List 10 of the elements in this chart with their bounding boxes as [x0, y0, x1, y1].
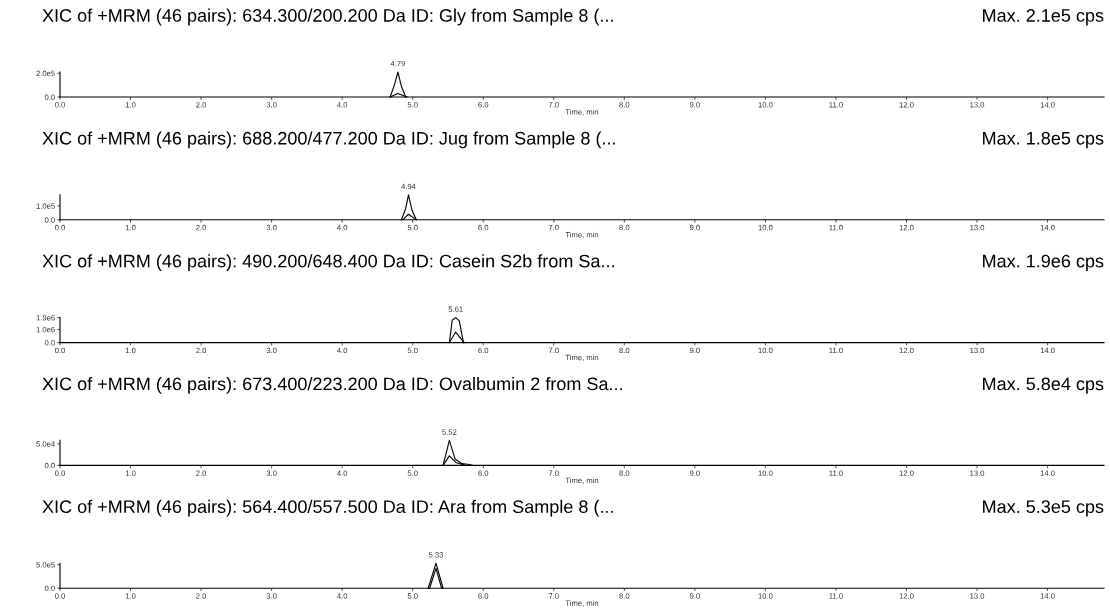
chart-subtitle: Max. 1.9e6 cps — [983, 254, 1104, 272]
chart-subtitle: Max. 5.3e5 cps — [983, 500, 1104, 517]
chart-title: XIC of +MRM (46 pairs): 634.300/200.200 Da ID: Gly from Sample 8 (... — [42, 8, 613, 26]
chart-subtitle: Max. 2.1e5 cps — [983, 9, 1104, 26]
chart-title: XIC of +MRM (46 pairs): 673.400/223.200 Da ID: Ovalbumin 2 from Sa... — [42, 376, 622, 394]
chart-title: XIC of +MRM (46 pairs): 688.200/477.200 Da ID: Jug from Sample 8 (... — [42, 131, 615, 149]
chart-subtitle: Max. 1.8e5 cps — [983, 131, 1104, 149]
chart-subtitle: Max. 5.8e4 cps — [983, 377, 1104, 394]
chart-title: XIC of +MRM (46 pairs): 490.200/648.400 Da ID: Casein S2b from Sa... — [42, 254, 614, 272]
chart-title: XIC of +MRM (46 pairs): 564.400/557.500 Da ID: Ara from Sample 8 (... — [42, 499, 613, 517]
